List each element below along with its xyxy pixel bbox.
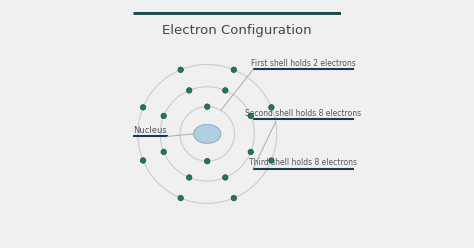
Circle shape [231,67,237,72]
Text: Nucleus: Nucleus [133,126,167,135]
Circle shape [186,88,192,93]
Text: Electron Configuration: Electron Configuration [162,24,312,37]
Circle shape [248,149,254,155]
Circle shape [269,158,274,163]
Text: Second shell holds 8 electrons: Second shell holds 8 electrons [245,109,361,118]
Circle shape [269,105,274,110]
Ellipse shape [193,124,221,143]
Circle shape [161,149,166,155]
Text: First shell holds 2 electrons: First shell holds 2 electrons [251,59,356,68]
Circle shape [204,158,210,164]
Circle shape [248,113,254,119]
Circle shape [161,113,166,119]
Circle shape [223,175,228,180]
Circle shape [140,105,146,110]
Circle shape [178,67,183,72]
Circle shape [140,158,146,163]
Circle shape [186,175,192,180]
Circle shape [223,88,228,93]
Circle shape [231,195,237,201]
Circle shape [204,104,210,109]
Text: Third shell holds 8 electrons: Third shell holds 8 electrons [249,158,357,167]
Circle shape [178,195,183,201]
